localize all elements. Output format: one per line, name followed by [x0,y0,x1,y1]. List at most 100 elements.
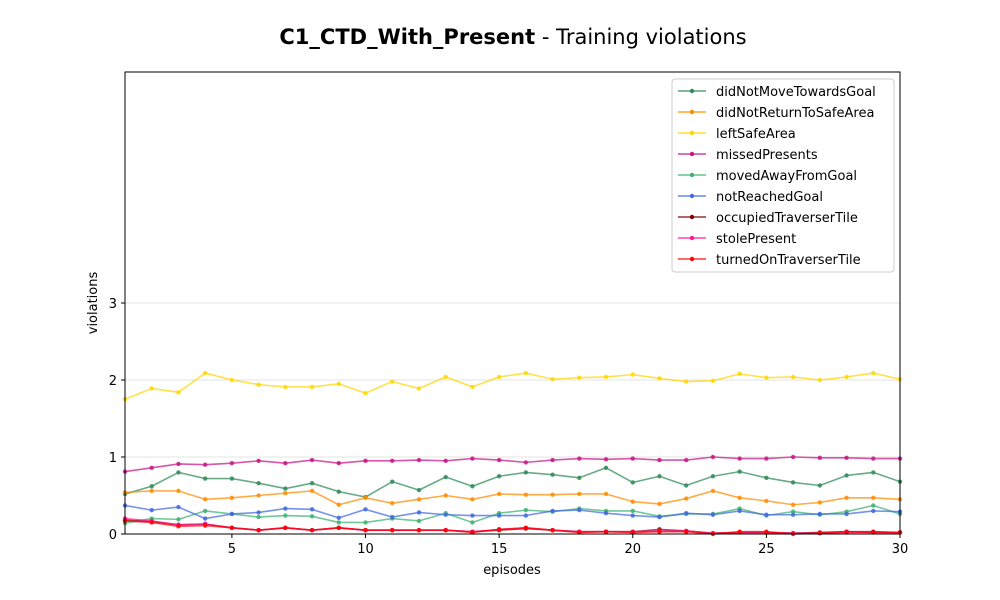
point-missedPresents-15 [496,457,502,463]
point-notReachedGoal-12 [416,510,422,515]
legend-swatch-marker-stolePresent [689,235,695,241]
legend-label-notReachedGoal: notReachedGoal [716,190,823,205]
point-didNotReturnToSafeArea-25 [764,498,769,504]
point-missedPresents-11 [390,458,395,464]
legend-item-notReachedGoal: notReachedGoal [678,190,823,205]
point-turnedOnTraverserTile-22 [684,529,689,534]
legend-swatch-marker-movedAwayFromGoal [689,172,695,178]
point-missedPresents-24 [737,456,742,461]
point-notReachedGoal-23 [710,512,716,517]
point-turnedOnTraverserTile-27 [817,531,823,536]
point-didNotReturnToSafeArea-16 [523,492,529,497]
point-didNotMoveTowardsGoal-16 [523,470,529,475]
point-leftSafeArea-9 [336,381,341,387]
series-missedPresents [122,454,903,474]
point-movedAwayFromGoal-16 [523,507,529,513]
point-didNotReturnToSafeArea-9 [336,502,341,507]
point-leftSafeArea-16 [523,370,529,376]
point-missedPresents-5 [229,460,235,466]
point-didNotMoveTowardsGoal-23 [710,474,716,479]
point-notReachedGoal-20 [630,513,635,518]
point-leftSafeArea-28 [844,374,849,380]
point-notReachedGoal-21 [657,514,662,520]
point-notReachedGoal-5 [229,511,235,517]
x-tick-label-10: 10 [357,542,374,557]
point-notReachedGoal-25 [764,512,769,517]
legend-item-leftSafeArea: leftSafeArea [678,127,796,142]
point-movedAwayFromGoal-12 [416,518,422,524]
point-didNotMoveTowardsGoal-6 [256,480,261,486]
point-leftSafeArea-8 [309,384,315,390]
point-didNotMoveTowardsGoal-14 [470,484,475,489]
legend-label-occupiedTraverserTile: occupiedTraverserTile [716,211,858,226]
legend-item-missedPresents: missedPresents [678,148,818,163]
point-missedPresents-8 [309,457,315,463]
legend-swatch-marker-turnedOnTraverserTile [689,256,695,262]
point-movedAwayFromGoal-14 [470,520,475,525]
y-tick-label-2: 2 [109,374,117,389]
y-axis-label: violations [86,272,101,335]
point-movedAwayFromGoal-20 [630,508,635,514]
point-didNotMoveTowardsGoal-28 [844,473,849,478]
point-didNotReturnToSafeArea-13 [443,493,448,498]
point-leftSafeArea-15 [496,374,502,380]
point-didNotMoveTowardsGoal-24 [737,469,742,474]
point-leftSafeArea-27 [817,377,823,383]
x-axis-ticks: 5 10 15 20 25 30 [228,534,908,557]
point-didNotReturnToSafeArea-14 [470,497,475,502]
point-turnedOnTraverserTile-16 [523,525,529,531]
point-leftSafeArea-3 [176,390,181,395]
legend-label-stolePresent: stolePresent [716,232,796,247]
point-didNotReturnToSafeArea-15 [496,491,502,497]
point-notReachedGoal-9 [336,515,341,521]
legend-swatch-marker-notReachedGoal [689,193,695,199]
point-turnedOnTraverserTile-5 [229,525,235,531]
point-turnedOnTraverserTile-9 [336,525,341,531]
point-didNotMoveTowardsGoal-12 [416,487,422,493]
point-didNotReturnToSafeArea-17 [550,492,555,497]
point-didNotMoveTowardsGoal-29 [871,470,876,475]
series-layer [122,370,903,537]
point-turnedOnTraverserTile-8 [309,527,315,533]
point-leftSafeArea-18 [577,375,582,380]
point-didNotMoveTowardsGoal-4 [202,476,208,481]
point-didNotReturnToSafeArea-11 [390,501,395,506]
point-didNotMoveTowardsGoal-27 [817,483,823,488]
point-didNotReturnToSafeArea-6 [256,493,261,498]
legend: didNotMoveTowardsGoal didNotReturnToSafeA… [671,78,895,273]
point-didNotReturnToSafeArea-22 [684,496,689,501]
point-leftSafeArea-10 [363,390,368,396]
point-leftSafeArea-14 [470,384,475,390]
point-turnedOnTraverserTile-24 [737,529,742,534]
point-leftSafeArea-5 [229,377,235,383]
point-leftSafeArea-7 [283,384,288,390]
point-missedPresents-25 [764,456,769,461]
point-movedAwayFromGoal-4 [202,508,208,514]
point-didNotMoveTowardsGoal-8 [309,480,315,486]
point-leftSafeArea-12 [416,386,422,391]
point-turnedOnTraverserTile-6 [256,527,261,533]
point-notReachedGoal-18 [577,507,582,513]
point-notReachedGoal-26 [790,512,796,517]
point-leftSafeArea-19 [603,374,609,380]
point-didNotMoveTowardsGoal-3 [176,470,181,475]
point-leftSafeArea-11 [390,379,395,384]
point-missedPresents-28 [844,455,849,460]
point-movedAwayFromGoal-3 [176,517,181,522]
x-tick-label-25: 25 [758,542,775,557]
legend-item-turnedOnTraverserTile: turnedOnTraverserTile [678,253,861,268]
legend-item-occupiedTraverserTile: occupiedTraverserTile [678,211,858,226]
legend-swatch-marker-didNotReturnToSafeArea [689,109,695,115]
point-didNotMoveTowardsGoal-15 [496,474,502,479]
point-didNotMoveTowardsGoal-26 [790,480,796,485]
point-turnedOnTraverserTile-25 [764,529,769,534]
legend-item-didNotMoveTowardsGoal: didNotMoveTowardsGoal [678,85,876,100]
point-notReachedGoal-4 [202,516,208,521]
point-leftSafeArea-24 [737,371,742,377]
point-leftSafeArea-13 [443,374,448,380]
point-didNotMoveTowardsGoal-22 [684,483,689,488]
point-missedPresents-14 [470,456,475,461]
legend-label-movedAwayFromGoal: movedAwayFromGoal [716,169,857,184]
point-didNotReturnToSafeArea-5 [229,495,235,501]
point-missedPresents-23 [710,454,716,460]
